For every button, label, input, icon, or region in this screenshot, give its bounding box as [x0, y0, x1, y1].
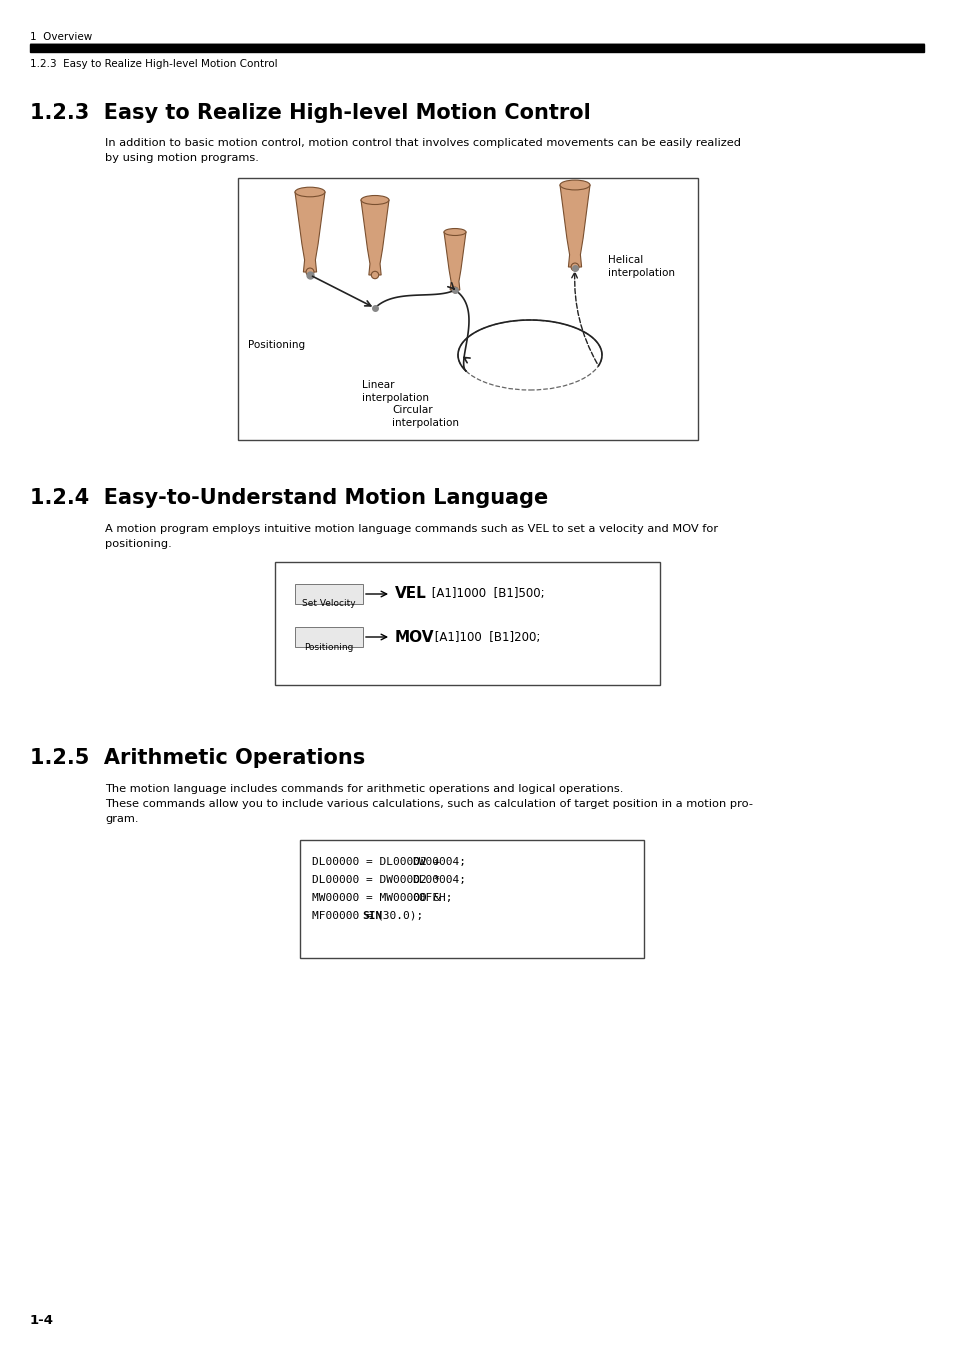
Text: A motion program employs intuitive motion language commands such as VEL to set a: A motion program employs intuitive motio…: [105, 524, 718, 535]
Polygon shape: [559, 185, 589, 267]
Ellipse shape: [443, 228, 465, 235]
Text: gram.: gram.: [105, 814, 138, 824]
Text: interpolation: interpolation: [361, 393, 429, 404]
Text: MW00000 = MW00000 &: MW00000 = MW00000 &: [312, 892, 439, 903]
Ellipse shape: [294, 188, 325, 197]
Text: 1.2.3  Easy to Realize High-level Motion Control: 1.2.3 Easy to Realize High-level Motion …: [30, 103, 590, 123]
Text: Helical: Helical: [607, 255, 642, 265]
Text: 1  Overview: 1 Overview: [30, 32, 92, 42]
Bar: [294, 585, 363, 603]
Text: DW00004;: DW00004;: [412, 857, 465, 867]
Circle shape: [371, 271, 378, 278]
Text: DL00004;: DL00004;: [412, 875, 465, 886]
Text: by using motion programs.: by using motion programs.: [105, 153, 258, 163]
Circle shape: [452, 288, 457, 293]
Text: [A1]1000  [B1]500;: [A1]1000 [B1]500;: [428, 587, 544, 601]
Text: VEL: VEL: [395, 586, 426, 602]
Polygon shape: [294, 192, 325, 271]
Text: Positioning: Positioning: [304, 643, 354, 652]
Text: 1.2.4  Easy-to-Understand Motion Language: 1.2.4 Easy-to-Understand Motion Language: [30, 487, 548, 508]
Bar: [299, 840, 643, 958]
Bar: [30, 45, 923, 53]
Text: 1.2.5  Arithmetic Operations: 1.2.5 Arithmetic Operations: [30, 748, 365, 768]
Bar: [237, 178, 698, 440]
Text: The motion language includes commands for arithmetic operations and logical oper: The motion language includes commands fo…: [105, 784, 622, 794]
Text: DL00000 = DL00002 +: DL00000 = DL00002 +: [312, 857, 439, 867]
Text: These commands allow you to include various calculations, such as calculation of: These commands allow you to include vari…: [105, 799, 752, 809]
Text: Positioning: Positioning: [248, 340, 305, 350]
Bar: [274, 562, 659, 684]
Text: positioning.: positioning.: [105, 539, 172, 549]
Polygon shape: [360, 200, 389, 275]
Text: In addition to basic motion control, motion control that involves complicated mo: In addition to basic motion control, mot…: [105, 138, 740, 148]
Text: Circular: Circular: [392, 405, 432, 414]
Text: SIN: SIN: [361, 911, 382, 921]
Text: interpolation: interpolation: [607, 269, 675, 278]
Circle shape: [306, 269, 314, 275]
Text: DL00000 = DW00002 *: DL00000 = DW00002 *: [312, 875, 439, 886]
Ellipse shape: [559, 180, 589, 190]
Text: 00FFH;: 00FFH;: [412, 892, 452, 903]
Circle shape: [571, 263, 578, 271]
Text: Set Velocity: Set Velocity: [302, 599, 355, 609]
Text: (30.0);: (30.0);: [376, 911, 424, 921]
Text: MOV: MOV: [395, 629, 434, 644]
Text: 1-4: 1-4: [30, 1314, 54, 1327]
Text: interpolation: interpolation: [392, 418, 458, 428]
Text: MF00000 =: MF00000 =: [312, 911, 379, 921]
Bar: [294, 626, 363, 647]
Ellipse shape: [360, 196, 389, 204]
Polygon shape: [443, 232, 465, 290]
Text: Linear: Linear: [361, 379, 395, 390]
Text: 1.2.3  Easy to Realize High-level Motion Control: 1.2.3 Easy to Realize High-level Motion …: [30, 59, 277, 69]
Text: [A1]100  [B1]200;: [A1]100 [B1]200;: [431, 630, 539, 644]
